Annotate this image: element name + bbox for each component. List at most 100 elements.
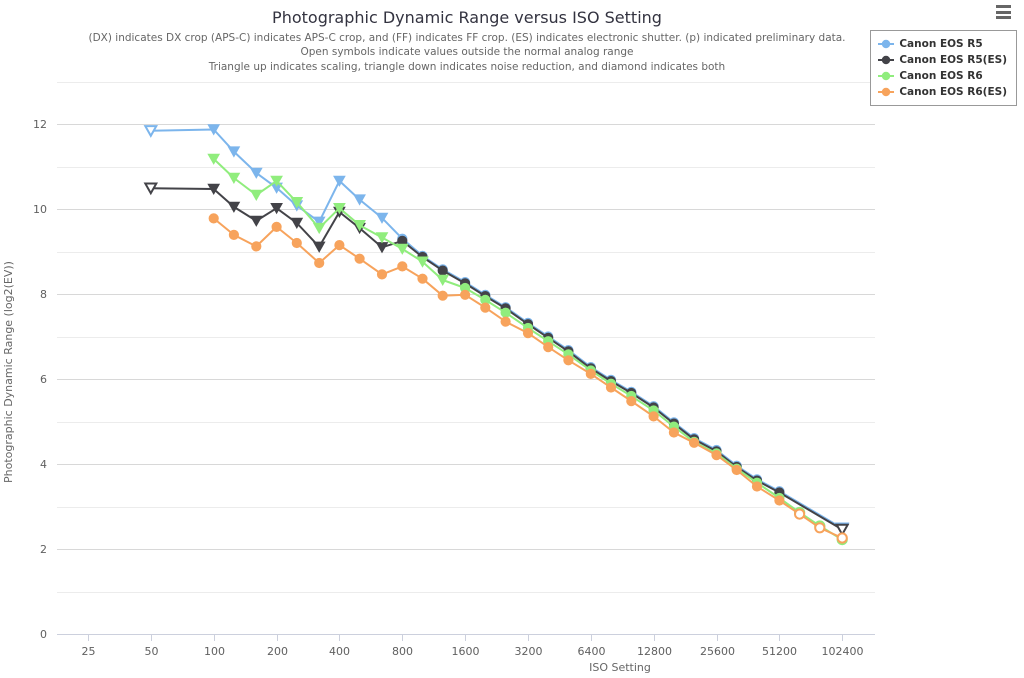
point-canon-eos-r6-iso-320 xyxy=(312,222,326,235)
point-canon-eos-r5-es-iso-320 xyxy=(312,241,326,253)
legend-item-canon-eos-r5-es[interactable]: Canon EOS R5(ES) xyxy=(878,52,1007,68)
point-canon-eos-r6-es-iso-6400 xyxy=(585,368,596,379)
point-canon-eos-r6-es-iso-25600 xyxy=(711,450,722,461)
x-tick-label-50: 50 xyxy=(145,645,159,658)
point-canon-eos-r6-es-iso-200 xyxy=(271,221,282,232)
point-canon-eos-r6-es-iso-80000 xyxy=(814,522,826,534)
legend-label: Canon EOS R6 xyxy=(899,70,983,82)
x-tick-label-6400: 6400 xyxy=(578,645,606,658)
point-canon-eos-r6-es-iso-12800 xyxy=(648,411,659,422)
point-canon-eos-r6-es-iso-51200 xyxy=(774,495,785,506)
point-canon-eos-r6-es-iso-160 xyxy=(251,241,262,252)
point-canon-eos-r5-es-iso-160 xyxy=(249,215,263,227)
point-canon-eos-r6-iso-125 xyxy=(227,172,241,185)
chart-subtitle-line-3: Triangle up indicates scaling, triangle … xyxy=(208,61,726,73)
point-canon-eos-r6-es-iso-8000 xyxy=(605,382,617,393)
x-tick-label-100: 100 xyxy=(204,645,225,658)
point-canon-eos-r5-iso-50 xyxy=(143,125,159,138)
point-canon-eos-r6-iso-200 xyxy=(270,175,283,187)
point-canon-eos-r6-es-iso-102400 xyxy=(836,532,848,544)
point-canon-eos-r6-es-iso-16000 xyxy=(668,427,680,438)
point-canon-eos-r6-es-iso-250 xyxy=(291,237,302,249)
point-canon-eos-r6-es-iso-1600 xyxy=(460,289,471,300)
legend-label: Canon EOS R5(ES) xyxy=(899,54,1007,66)
y-tick-label-8: 8 xyxy=(40,288,47,301)
series-line-canon-eos-r6-es xyxy=(212,217,844,539)
point-canon-eos-r6-es-iso-2500 xyxy=(500,316,511,327)
point-canon-eos-r5-iso-125 xyxy=(227,146,241,158)
point-canon-eos-r6-iso-100 xyxy=(207,153,221,165)
point-canon-eos-r5-iso-160 xyxy=(249,167,263,179)
x-tick-label-25600: 25600 xyxy=(700,645,735,658)
y-axis-title: Photographic Dynamic Range (log2(EV)) xyxy=(2,261,15,483)
point-canon-eos-r6-iso-1000 xyxy=(416,256,429,268)
y-tick-label-2: 2 xyxy=(40,543,47,556)
legend-marker-canon-eos-r6 xyxy=(878,70,895,82)
point-canon-eos-r6-es-iso-20000 xyxy=(689,437,700,448)
point-canon-eos-r6-iso-800 xyxy=(395,243,409,255)
legend-item-canon-eos-r5[interactable]: Canon EOS R5 xyxy=(878,36,1007,52)
x-tick-label-51200: 51200 xyxy=(762,645,797,658)
point-canon-eos-r6-iso-2500 xyxy=(500,307,511,318)
point-canon-eos-r6-es-iso-100 xyxy=(208,213,219,224)
legend-label: Canon EOS R6(ES) xyxy=(899,86,1007,98)
legend-item-canon-eos-r6[interactable]: Canon EOS R6 xyxy=(878,68,1007,84)
point-canon-eos-r6-es-iso-3200 xyxy=(522,328,534,339)
point-canon-eos-r6-iso-1250 xyxy=(436,274,450,287)
series-line-canon-eos-r5-es xyxy=(149,187,844,531)
legend-item-canon-eos-r6-es[interactable]: Canon EOS R6(ES) xyxy=(878,84,1007,100)
y-tick-label-4: 4 xyxy=(40,458,47,471)
y-tick-label-12: 12 xyxy=(33,118,47,131)
point-canon-eos-r5-iso-640 xyxy=(375,212,389,224)
hamburger-icon xyxy=(996,5,1011,8)
y-tick-label-0: 0 xyxy=(40,628,47,641)
point-canon-eos-r5-es-iso-100 xyxy=(207,183,221,196)
x-tick-label-102400: 102400 xyxy=(822,645,864,658)
point-canon-eos-r5-es-iso-1250 xyxy=(437,265,448,276)
chart-title: Photographic Dynamic Range versus ISO Se… xyxy=(272,8,662,27)
point-canon-eos-r5-iso-320 xyxy=(312,216,326,228)
point-canon-eos-r6-es-iso-10000 xyxy=(626,396,637,407)
point-canon-eos-r6-es-iso-5000 xyxy=(563,355,574,366)
point-canon-eos-r5-es-iso-640 xyxy=(375,242,389,254)
legend-marker-canon-eos-r5-es xyxy=(878,54,895,66)
point-canon-eos-r6-es-iso-800 xyxy=(397,261,408,272)
point-canon-eos-r6-es-iso-125 xyxy=(228,229,239,240)
x-tick-label-3200: 3200 xyxy=(515,645,543,658)
chart-subtitle-line-1: (DX) indicates DX crop (APS-C) indicates… xyxy=(88,32,846,44)
point-canon-eos-r5-es-iso-125 xyxy=(227,201,241,213)
series-line-canon-eos-r6 xyxy=(212,157,844,541)
point-canon-eos-r6-iso-250 xyxy=(290,197,304,209)
chart-subtitle-line-2: Open symbols indicate values outside the… xyxy=(300,46,634,58)
x-tick-label-25: 25 xyxy=(82,645,96,658)
point-canon-eos-r6-es-iso-640 xyxy=(376,269,388,280)
x-tick-label-200: 200 xyxy=(267,645,288,658)
point-canon-eos-r5-iso-500 xyxy=(353,194,366,206)
point-canon-eos-r6-es-iso-4000 xyxy=(543,342,554,353)
point-canon-eos-r5-es-iso-200 xyxy=(270,203,283,215)
point-canon-eos-r6-iso-640 xyxy=(375,232,389,244)
point-canon-eos-r6-es-iso-1000 xyxy=(417,273,428,284)
point-canon-eos-r6-es-iso-2000 xyxy=(480,302,491,313)
x-tick-label-12800: 12800 xyxy=(637,645,672,658)
x-tick-label-800: 800 xyxy=(392,645,413,658)
point-canon-eos-r5-es-iso-102400 xyxy=(834,523,850,537)
point-canon-eos-r6-es-iso-400 xyxy=(334,240,345,251)
point-canon-eos-r6-iso-400 xyxy=(333,203,346,215)
point-canon-eos-r6-iso-500 xyxy=(353,220,366,232)
legend-label: Canon EOS R5 xyxy=(899,38,983,50)
point-canon-eos-r6-es-iso-32000 xyxy=(731,464,742,476)
y-tick-label-10: 10 xyxy=(33,203,47,216)
y-tick-label-6: 6 xyxy=(40,373,47,386)
point-canon-eos-r6-es-iso-320 xyxy=(314,257,325,269)
chart-context-menu-button[interactable] xyxy=(995,4,1012,20)
point-canon-eos-r5-iso-400 xyxy=(333,175,346,187)
point-canon-eos-r6-es-iso-1250 xyxy=(437,290,448,301)
point-canon-eos-r5-es-iso-250 xyxy=(290,217,304,230)
legend-marker-canon-eos-r5 xyxy=(878,38,895,50)
x-tick-label-400: 400 xyxy=(329,645,350,658)
point-canon-eos-r5-iso-100 xyxy=(207,124,221,136)
point-canon-eos-r6-iso-160 xyxy=(249,189,263,202)
